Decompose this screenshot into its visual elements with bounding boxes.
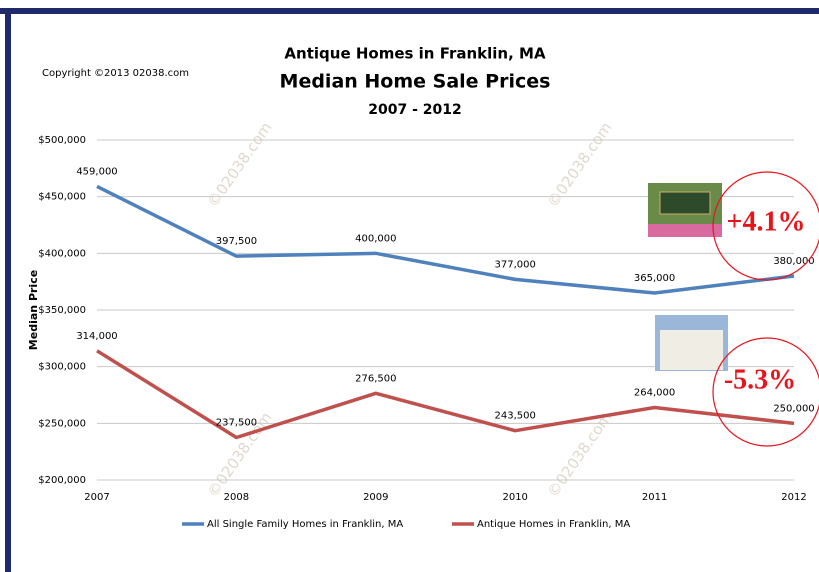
data-label: 243,500 bbox=[495, 411, 536, 422]
data-label: 377,000 bbox=[495, 259, 536, 270]
series-line bbox=[96, 184, 795, 295]
plot: $200,000 $250,000 $300,000 $350,000 $400,000… bbox=[38, 135, 814, 530]
data-label: 237,500 bbox=[216, 418, 257, 429]
y-tick-label: $350,000 bbox=[38, 305, 86, 316]
annotation-circle bbox=[712, 171, 819, 281]
data-label: 250,000 bbox=[773, 403, 814, 414]
legend-label: Antique Homes in Franklin, MA bbox=[477, 519, 630, 530]
y-tick-label: $200,000 bbox=[38, 475, 86, 486]
x-tick-label: 2010 bbox=[502, 492, 527, 503]
data-label: 365,000 bbox=[634, 273, 675, 284]
top-border bbox=[0, 8, 819, 14]
photo-flowers bbox=[648, 224, 722, 237]
annotation-circle bbox=[712, 337, 819, 447]
legend-label: All Single Family Homes in Franklin, MA bbox=[207, 519, 403, 530]
chart-title: Antique Homes in Franklin, MA bbox=[284, 45, 546, 63]
y-tick-label: $500,000 bbox=[38, 135, 86, 146]
chart-subtitle: Median Home Sale Prices bbox=[280, 71, 551, 93]
data-label: 380,000 bbox=[773, 256, 814, 267]
chart-period: 2007 - 2012 bbox=[368, 102, 462, 118]
y-tick-label: $250,000 bbox=[38, 418, 86, 429]
data-label: 276,500 bbox=[355, 373, 396, 384]
y-tick-label: $300,000 bbox=[38, 362, 86, 373]
x-tick-label: 2008 bbox=[224, 492, 249, 503]
x-tick-label: 2009 bbox=[363, 492, 388, 503]
data-label: 314,000 bbox=[76, 331, 117, 342]
data-label: 264,000 bbox=[634, 387, 675, 398]
x-tick-label: 2007 bbox=[84, 492, 109, 503]
data-label: 400,000 bbox=[355, 233, 396, 244]
y-axis-label: Median Price bbox=[27, 270, 40, 350]
data-label: 397,500 bbox=[216, 236, 257, 247]
left-border bbox=[5, 8, 11, 572]
photo-house-body bbox=[660, 330, 723, 370]
copyright: Copyright ©2013 02038.com bbox=[42, 68, 189, 79]
photo-sign-board bbox=[659, 191, 711, 215]
x-tick-label: 2011 bbox=[642, 492, 667, 503]
annotation: +4.1% bbox=[727, 206, 806, 237]
annotation: -5.3% bbox=[724, 364, 796, 395]
x-tick-label: 2012 bbox=[781, 492, 806, 503]
y-tick-label: $450,000 bbox=[38, 192, 86, 203]
data-label: 459,000 bbox=[76, 166, 117, 177]
y-tick-label: $400,000 bbox=[38, 248, 86, 259]
series-line bbox=[96, 349, 795, 440]
